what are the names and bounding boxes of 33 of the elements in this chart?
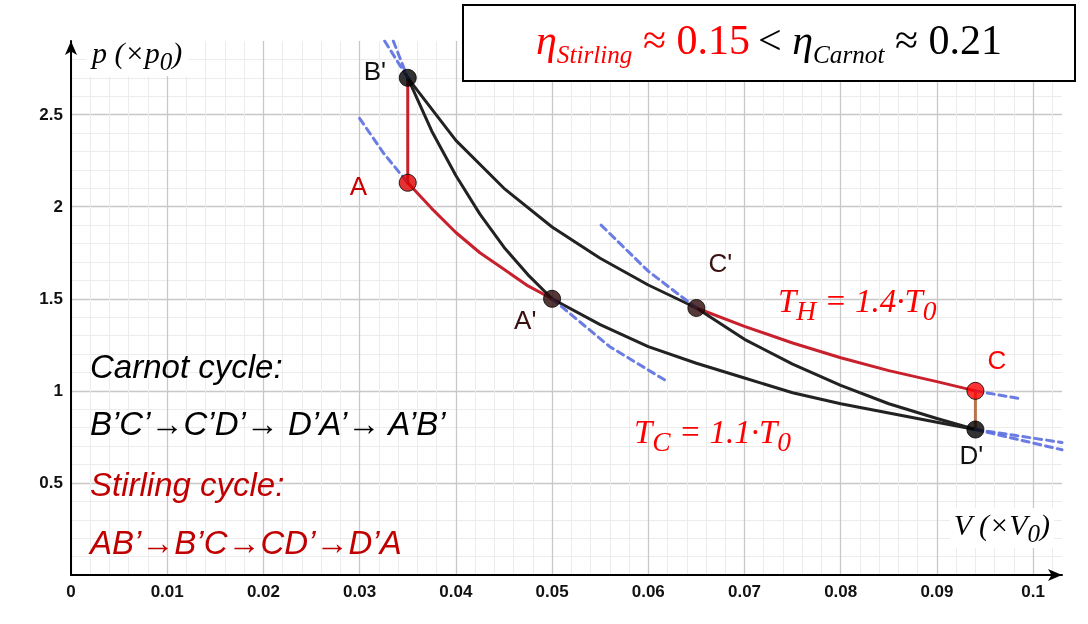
y-axis-title: p (×p$_{0}$) [86, 36, 189, 76]
x-tick-label: 0.05 [535, 582, 569, 601]
text-box: η$_{Stirling}$ ≈ 0.15 < η$_{Carnot}$ ≈ 0.21 [462, 4, 1076, 82]
annotation: T$_{H}$ = 1.4·T$_{0}$ [778, 283, 937, 327]
annotation: Stirling cycle: [90, 466, 285, 504]
x-axis-title: V (×V$_{0}$) [949, 508, 1054, 548]
annotation: A' [514, 304, 537, 336]
x-tick-label: 0 [66, 582, 76, 601]
x-tick-label: 0.09 [920, 582, 954, 601]
annotation: C [987, 344, 1007, 376]
annotation: B' [363, 55, 387, 87]
x-tick-label: 0.04 [439, 582, 473, 601]
annotation: η$_{Stirling}$ ≈ 0.15 [536, 16, 750, 70]
annotation: A [349, 170, 368, 202]
x-tick-label: 0.06 [631, 582, 665, 601]
annotation: C' [708, 248, 733, 279]
x-tick-label: 0.1 [1021, 582, 1045, 601]
annotation: AB’→B’C→CD’→D’A [90, 524, 402, 562]
x-tick-label: 0.02 [246, 582, 280, 601]
annotation: D' [959, 439, 984, 471]
x-tick-label: 0.01 [150, 582, 184, 601]
y-tick-label: 1 [53, 381, 63, 401]
annotation: Carnot cycle: [90, 348, 283, 386]
annotation: < η$_{Carnot}$ ≈ 0.21 [758, 16, 1002, 70]
x-tick-label: 0.03 [343, 582, 377, 601]
annotation: B’C’→C’D’→ D’A’→ A’B’ [90, 405, 446, 443]
y-tick-label: 2 [53, 197, 63, 217]
annotation: T$_{C}$ = 1.1·T$_{0}$ [634, 414, 792, 458]
y-tick-label: 1.5 [39, 289, 63, 309]
y-tick-label: 2.5 [39, 105, 63, 125]
x-tick-label: 0.07 [727, 582, 762, 601]
y-tick-label: 0.5 [39, 473, 63, 493]
x-tick-label: 0.08 [824, 582, 858, 601]
